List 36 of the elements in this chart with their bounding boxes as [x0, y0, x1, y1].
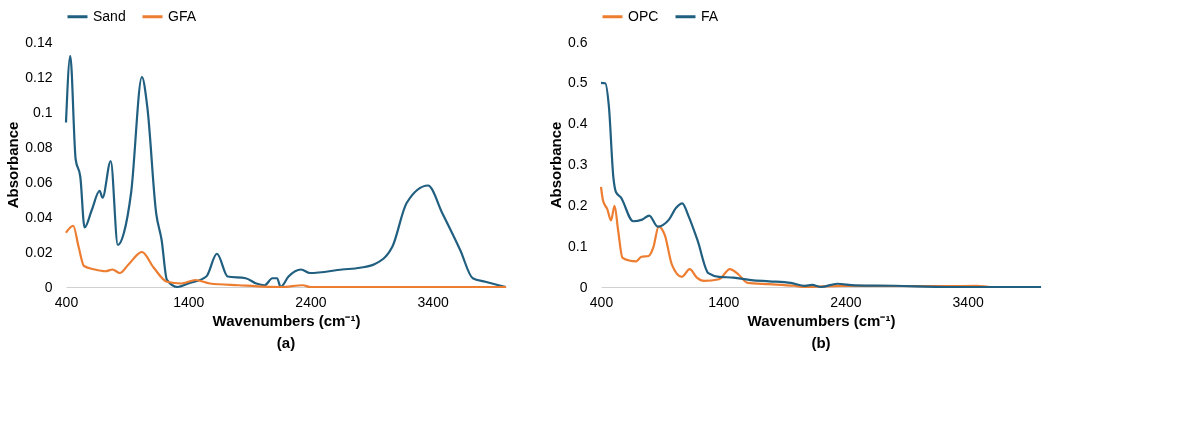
- text: (a): [276, 334, 296, 351]
- x-tick-label: 3400: [952, 293, 984, 310]
- legend-label: Sand: [93, 7, 126, 24]
- y-axis-title: Absorbance: [547, 121, 565, 209]
- x-tick-label: 400: [54, 293, 79, 310]
- y-tick-label: 0: [579, 278, 588, 295]
- x-axis-title: Wavenumbers (cm⁻¹): [212, 311, 361, 329]
- y-axis-title: Absorbance: [4, 121, 22, 209]
- y-tick-label: 0.08: [25, 138, 53, 155]
- y-tick-label: 0.1: [568, 237, 588, 254]
- y-tick-label: 0.3: [568, 156, 588, 172]
- legend-label: FA: [701, 7, 719, 24]
- line-series: [64, 54, 508, 289]
- y-tick-label: 0: [44, 278, 53, 295]
- x-tick-label: 1400: [173, 293, 205, 310]
- y-tick-label: 0.6: [568, 33, 588, 50]
- x-axis-title: Wavenumbers (cm⁻¹): [747, 311, 896, 329]
- y-tick-label: 0.4: [568, 115, 588, 132]
- y-tick-label: 0.06: [25, 173, 53, 190]
- legend-label: GFA: [168, 7, 197, 24]
- y-tick-label: 0.1: [33, 103, 53, 120]
- y-tick-label: 0.12: [25, 68, 53, 85]
- y-tick-label: 0.5: [568, 74, 588, 91]
- x-tick-label: 2400: [295, 293, 327, 310]
- line-series: [64, 224, 508, 289]
- text: (b): [811, 334, 831, 351]
- y-tick-label: 0.04: [25, 208, 53, 225]
- x-tick-label: 2400: [830, 293, 862, 310]
- line-series: [599, 81, 1043, 289]
- x-tick-label: 400: [589, 293, 614, 310]
- x-tick-label: 1400: [708, 293, 740, 310]
- legend-label: OPC: [628, 7, 659, 24]
- x-tick-label: 3400: [417, 293, 449, 310]
- y-tick-label: 0.02: [25, 243, 53, 260]
- y-tick-label: 0.2: [568, 196, 588, 213]
- y-tick-label: 0.14: [25, 33, 53, 50]
